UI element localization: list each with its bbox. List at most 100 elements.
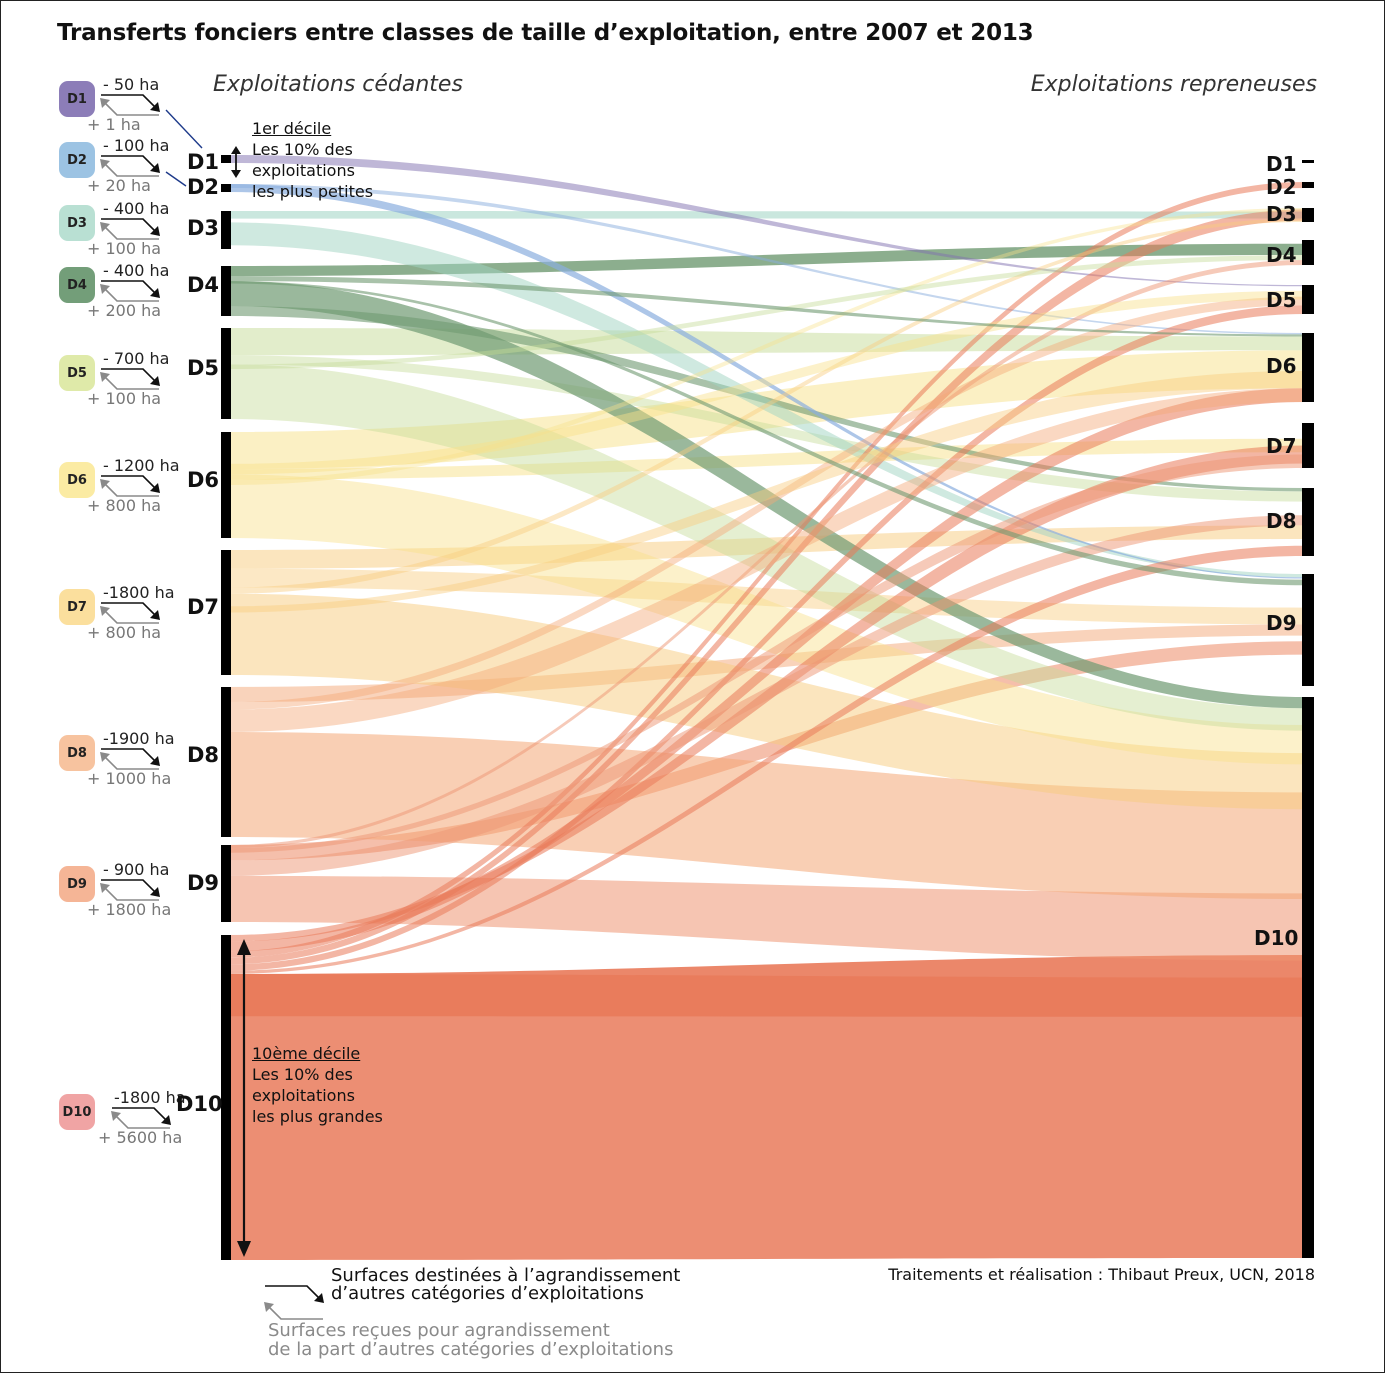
left-label-d1: D1	[187, 150, 220, 174]
gain-value-d9: + 1800 ha	[87, 900, 172, 919]
tenth-decile-line-2: exploitations	[252, 1086, 355, 1105]
badge-d10: D10	[59, 1094, 95, 1130]
right-label-d9: D9	[1266, 611, 1297, 635]
right-node-bar-d3	[1302, 208, 1314, 222]
out-arrow-d3	[101, 218, 158, 234]
left-label-d6: D6	[187, 468, 220, 492]
in-arrow-d6-head	[100, 479, 110, 489]
legend-incoming-line-2: de la part d’autres catégories d’exploit…	[268, 1339, 674, 1360]
out-arrow-d6	[101, 475, 158, 491]
flow-D10-to-D8	[229, 545, 1304, 974]
legend-outgoing-text: Surfaces destinées à l’agrandissement d’…	[331, 1267, 680, 1303]
loss-value-d7: -1800 ha	[103, 583, 175, 602]
left-label-d10: D10	[176, 1092, 223, 1116]
left-label-d8: D8	[187, 743, 220, 767]
left-node-bar-d2	[221, 184, 231, 192]
out-arrow-d9-head	[150, 887, 160, 897]
gain-value-d8: + 1000 ha	[87, 769, 172, 788]
legend-out-arrow	[265, 1285, 322, 1301]
out-arrow-d1	[101, 94, 158, 110]
first-decile-note: 1er décile Les 10% des exploitations les…	[252, 118, 373, 202]
connector-d1	[165, 109, 203, 149]
flow-D6-to-D10	[229, 474, 1304, 765]
badge-d5: D5	[59, 355, 95, 391]
out-arrow-d10-head	[161, 1115, 171, 1125]
tenth-decile-arrow-top	[237, 939, 251, 955]
right-label-d2: D2	[1266, 175, 1297, 199]
tenth-decile-arrow-bottom	[237, 1241, 251, 1257]
flow-D8-to-D10	[229, 732, 1304, 899]
in-arrow-d8	[102, 754, 159, 770]
right-label-d6: D6	[1266, 354, 1297, 378]
in-arrow-d3-head	[100, 222, 110, 232]
left-label-d4: D4	[187, 273, 220, 297]
in-arrow-d2	[102, 161, 159, 177]
left-node-bar-d7	[221, 550, 231, 675]
out-arrow-d5-head	[150, 376, 160, 386]
legend-incoming-text: Surfaces reçues pour agrandissement de l…	[268, 1321, 673, 1359]
loss-value-d4: - 400 ha	[103, 261, 170, 280]
first-decile-line-1: Les 10% des	[252, 140, 353, 159]
loss-value-d5: - 700 ha	[103, 349, 170, 368]
left-node-bar-d5	[221, 328, 231, 419]
flow-D9-to-D10	[229, 875, 1304, 961]
tenth-decile-note: 10ème décile Les 10% des exploitations l…	[252, 1043, 383, 1127]
in-arrow-d1-head	[100, 98, 110, 108]
right-node-bar-d2	[1302, 182, 1314, 188]
right-node-bar-d1	[1302, 160, 1314, 163]
in-arrow-d1	[102, 100, 159, 116]
out-arrow-d7-head	[150, 610, 160, 620]
out-arrow-d7	[101, 602, 158, 618]
flow-D5-to-D10	[229, 364, 1304, 731]
in-arrow-d5	[102, 374, 159, 390]
loss-value-d1: - 50 ha	[103, 75, 160, 94]
gain-value-d2: + 20 ha	[87, 176, 151, 195]
first-decile-arrow-bottom	[231, 170, 241, 178]
connector-d2	[165, 171, 187, 187]
flow-D6-to-D3	[229, 208, 1304, 485]
right-node-bar-d10	[1302, 697, 1314, 1258]
gain-value-d4: + 200 ha	[87, 301, 162, 320]
loss-value-d9: - 900 ha	[103, 860, 170, 879]
badge-d4: D4	[59, 267, 95, 303]
out-arrow-d3-head	[150, 226, 160, 236]
out-arrow-d4	[101, 280, 158, 296]
right-label-d4: D4	[1266, 243, 1297, 267]
gain-value-d5: + 100 ha	[87, 389, 162, 408]
in-arrow-d9	[102, 885, 159, 901]
in-arrow-d7-head	[100, 606, 110, 616]
gain-value-d6: + 800 ha	[87, 496, 162, 515]
left-node-bar-d9	[221, 845, 231, 922]
header-receiving-farms: Exploitations repreneuses	[1030, 72, 1317, 97]
left-node-bar-d3	[221, 211, 231, 249]
flow-D4-to-D10	[229, 281, 1304, 709]
in-arrow-d4	[102, 286, 159, 302]
left-label-d3: D3	[187, 216, 220, 240]
in-arrow-d8-head	[100, 752, 110, 762]
flow-D2-to-D6	[229, 184, 1304, 335]
left-node-bar-d8	[221, 687, 231, 837]
out-arrow-d1-head	[150, 102, 160, 112]
right-label-d3: D3	[1266, 202, 1297, 226]
badge-d8: D8	[59, 735, 95, 771]
flow-D3-to-D3	[229, 211, 1304, 219]
left-node-bar-d10	[221, 935, 231, 1260]
out-arrow-d8-head	[150, 756, 160, 766]
in-arrow-d4-head	[100, 284, 110, 294]
out-arrow-d8	[101, 748, 158, 764]
figure-title: Transferts fonciers entre classes de tai…	[57, 20, 1034, 46]
flow-D9-to-D7	[229, 454, 1304, 853]
legend-outgoing-line-2: d’autres catégories d’exploitations	[331, 1283, 644, 1304]
flow-D5-to-D4	[229, 255, 1304, 369]
gain-value-d1: + 1 ha	[87, 115, 141, 134]
tenth-decile-line-3: les plus grandes	[252, 1107, 383, 1126]
flow-D2-to-D9	[229, 184, 1304, 579]
right-label-d10: D10	[1254, 926, 1299, 950]
left-label-d9: D9	[187, 871, 220, 895]
in-arrow-d10-head	[111, 1111, 121, 1121]
legend-outgoing-line-1: Surfaces destinées à l’agrandissement	[331, 1265, 681, 1286]
right-node-bar-d9	[1302, 574, 1314, 686]
gain-value-d3: + 100 ha	[87, 239, 162, 258]
badge-d1: D1	[59, 81, 95, 117]
out-arrow-d4-head	[150, 288, 160, 298]
